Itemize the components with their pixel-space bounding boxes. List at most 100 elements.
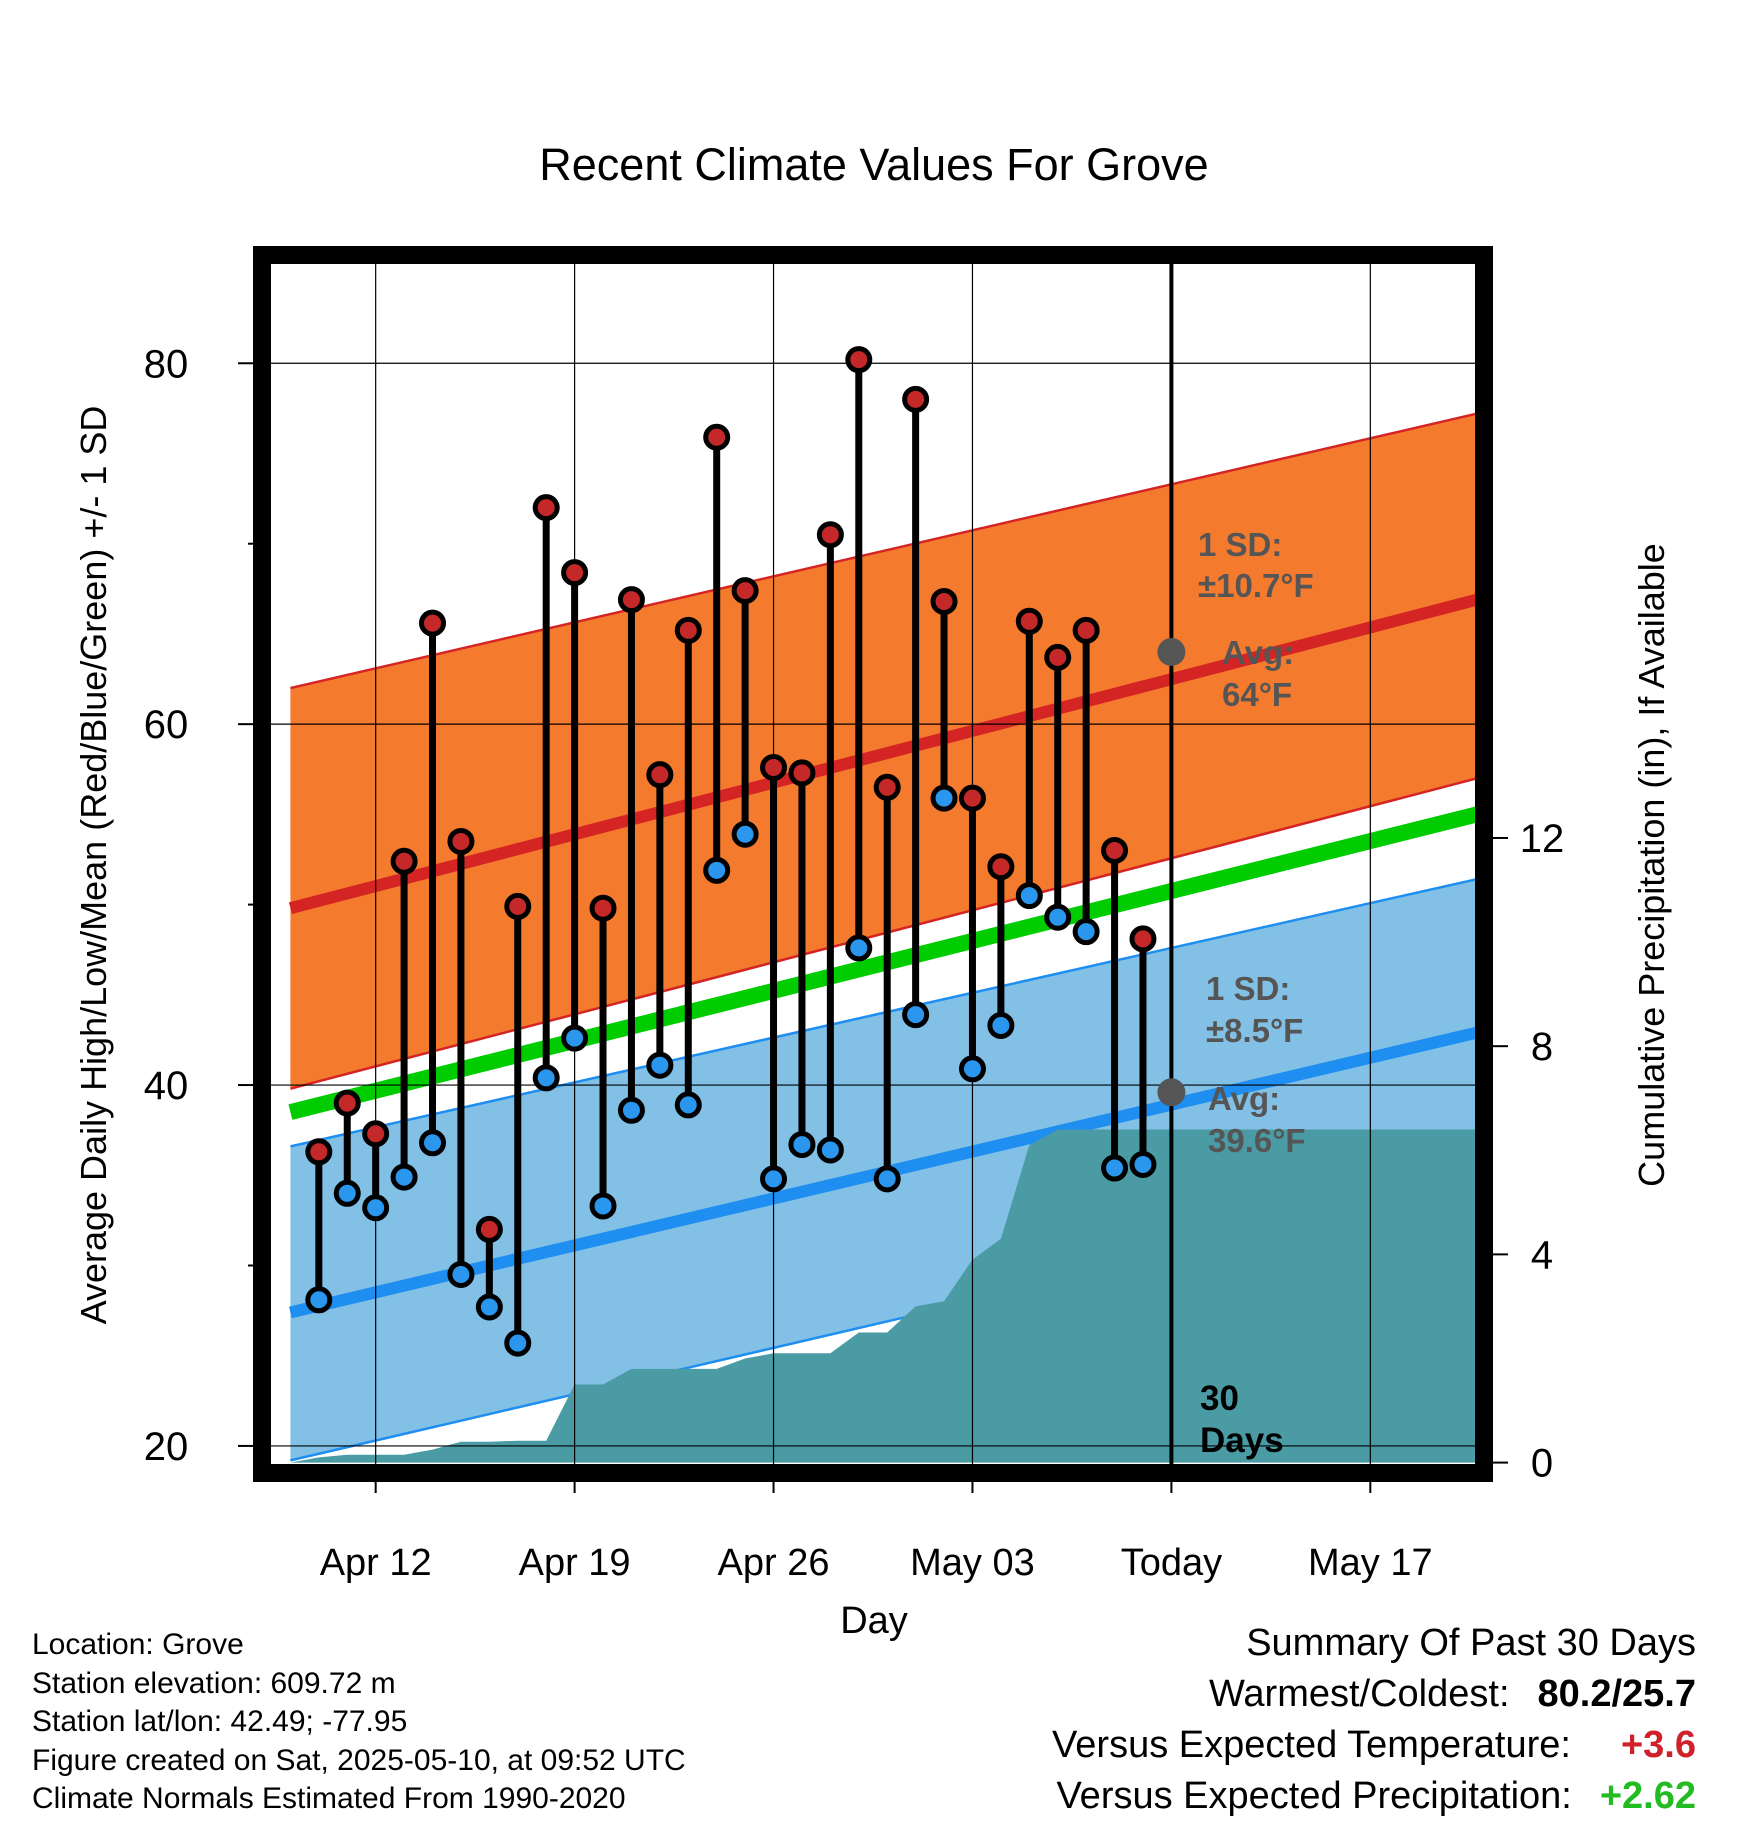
x-tick-label: Apr 12 xyxy=(320,1542,432,1584)
daily-low-point xyxy=(419,1129,447,1157)
high-avg-label: Avg: xyxy=(1222,634,1294,671)
y2-tick-label: 12 xyxy=(1520,817,1565,861)
warm-cold-label: Warmest/Coldest: xyxy=(1208,1673,1510,1715)
precip-label: Versus Expected Precipitation: xyxy=(1056,1775,1572,1817)
annotation-layer: 1 SD: ±10.7°F Avg: 64°F 1 SD: ±8.5°F Avg… xyxy=(1198,526,1314,1460)
daily-low-point xyxy=(646,1051,674,1079)
daily-low-point xyxy=(902,1001,930,1029)
station-info: Location: Grove Station elevation: 609.7… xyxy=(32,1626,686,1819)
daily-high-point xyxy=(1072,616,1100,644)
daily-high-point xyxy=(816,521,844,549)
x-tick-label: May 03 xyxy=(910,1542,1035,1584)
x-tick-label: Apr 19 xyxy=(519,1542,631,1584)
daily-low-point xyxy=(788,1131,816,1159)
high-sd-label: 1 SD: xyxy=(1198,526,1282,563)
daily-high-point xyxy=(504,892,532,920)
daily-high-point xyxy=(362,1120,390,1148)
location-text: Location: Grove xyxy=(32,1628,244,1661)
daily-low-point xyxy=(561,1024,589,1052)
daily-high-point xyxy=(589,894,617,922)
daily-low-point xyxy=(504,1329,532,1357)
low-sd-value: ±8.5°F xyxy=(1206,1012,1303,1049)
high-mean-line xyxy=(288,592,1484,915)
daily-high-point xyxy=(390,847,418,875)
daily-high-point xyxy=(532,494,560,522)
daily-high-point xyxy=(930,587,958,615)
daily-low-point xyxy=(532,1064,560,1092)
y2-tick-label: 0 xyxy=(1531,1442,1553,1486)
daily-low-point xyxy=(703,856,731,884)
today-high-avg-marker xyxy=(1157,637,1186,666)
daily-high-point xyxy=(561,559,589,587)
daily-range-layer xyxy=(305,346,1186,1357)
daily-high-point xyxy=(902,385,930,413)
daily-low-point xyxy=(873,1165,901,1193)
plot-frame xyxy=(253,246,1493,1482)
summary-title: Summary Of Past 30 Days xyxy=(1246,1622,1696,1664)
low-avg-label: Avg: xyxy=(1208,1080,1280,1117)
y-tick-label: 60 xyxy=(144,703,189,747)
daily-low-point xyxy=(1072,918,1100,946)
daily-low-point xyxy=(731,820,759,848)
temp-value: +3.6 xyxy=(1620,1724,1696,1766)
x-axis-label: Day xyxy=(840,1600,908,1642)
precip-area xyxy=(290,1129,1484,1463)
daily-high-point xyxy=(958,784,986,812)
axes-layer: Apr 12 Apr 19 Apr 26 May 03 Today May 1720406… xyxy=(144,246,1565,1584)
today-low-avg-marker xyxy=(1157,1078,1186,1107)
daily-high-point xyxy=(617,586,645,614)
daily-low-point xyxy=(362,1194,390,1222)
daily-low-point xyxy=(447,1261,475,1289)
high-avg-value: 64°F xyxy=(1222,676,1292,713)
daily-high-point xyxy=(987,853,1015,881)
daily-low-point xyxy=(1101,1154,1129,1182)
summary-warm-cold-row: Warmest/Coldest: 80.2/25.7 xyxy=(1052,1669,1696,1720)
daily-high-point xyxy=(646,761,674,789)
daily-low-point xyxy=(845,934,873,962)
daily-high-point xyxy=(1129,925,1157,953)
daily-high-point xyxy=(845,346,873,374)
precip-value: +2.62 xyxy=(1599,1775,1696,1817)
daily-high-point xyxy=(1015,607,1043,635)
daily-low-point xyxy=(475,1293,503,1321)
daily-high-point xyxy=(731,577,759,605)
daily-low-point xyxy=(930,784,958,812)
y-tick-label: 40 xyxy=(144,1064,189,1108)
y2-tick-label: 8 xyxy=(1531,1025,1553,1069)
daily-high-point xyxy=(873,773,901,801)
daily-high-point xyxy=(674,616,702,644)
daily-low-point xyxy=(674,1091,702,1119)
daily-low-point xyxy=(760,1165,788,1193)
summary-panel: Summary Of Past 30 Days Warmest/Coldest:… xyxy=(1052,1618,1696,1822)
y2-axis-label: Cumulative Precipitation (in), If Availa… xyxy=(1631,543,1672,1187)
daily-high-point xyxy=(419,609,447,637)
window-label-number: 30 xyxy=(1200,1379,1239,1418)
elevation-text: Station elevation: 609.72 m xyxy=(32,1666,396,1700)
daily-high-point xyxy=(333,1089,361,1117)
daily-low-point xyxy=(617,1096,645,1124)
y-tick-label: 80 xyxy=(144,342,189,386)
warm-cold-value: 80.2/25.7 xyxy=(1537,1673,1696,1715)
daily-low-point xyxy=(816,1136,844,1164)
daily-low-point xyxy=(1015,882,1043,910)
x-tick-label: May 17 xyxy=(1308,1542,1433,1584)
y-axis-label: Average Daily High/Low/Mean (Red/Blue/Gr… xyxy=(73,406,114,1325)
daily-high-point xyxy=(447,827,475,855)
latlon-text: Station lat/lon: 42.49; -77.95 xyxy=(32,1705,408,1738)
daily-high-point xyxy=(788,759,816,787)
daily-high-point xyxy=(475,1215,503,1243)
x-tick-label: Apr 26 xyxy=(718,1542,830,1584)
summary-temp-row: Versus Expected Temperature: +3.6 xyxy=(1052,1720,1696,1771)
daily-high-point xyxy=(703,423,731,451)
daily-low-point xyxy=(333,1179,361,1207)
high-sd-value: ±10.7°F xyxy=(1198,567,1314,604)
x-tick-label: Today xyxy=(1121,1542,1222,1584)
daily-low-point xyxy=(1044,903,1072,931)
temp-label: Versus Expected Temperature: xyxy=(1052,1724,1571,1766)
daily-high-point xyxy=(1044,643,1072,671)
daily-high-point xyxy=(1101,836,1129,864)
daily-low-point xyxy=(589,1192,617,1220)
normals-text: Climate Normals Estimated From 1990-2020 xyxy=(32,1782,626,1815)
high-upper-line xyxy=(290,410,1484,690)
